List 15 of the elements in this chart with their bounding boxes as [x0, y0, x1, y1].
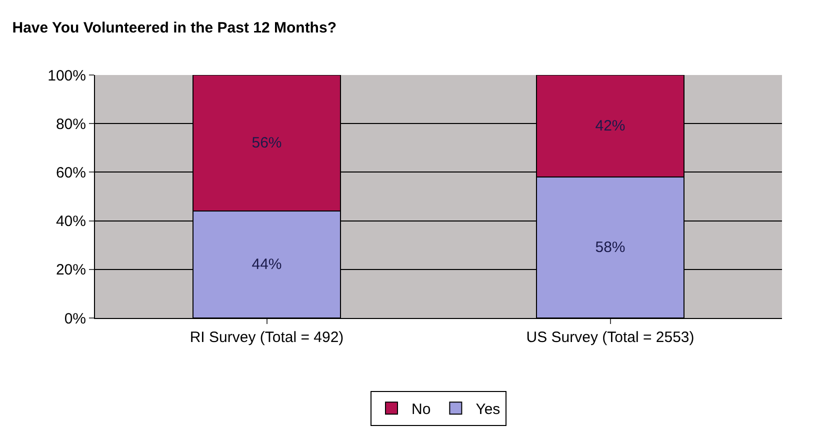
x-tick-label: US Survey (Total = 2553)	[526, 329, 694, 346]
y-tick-label: 100%	[48, 67, 86, 84]
data-label: 44%	[252, 256, 282, 274]
x-tick-label: RI Survey (Total = 492)	[190, 329, 344, 346]
y-tick-label: 20%	[56, 262, 86, 279]
y-tick-label: 60%	[56, 164, 86, 182]
data-label: 58%	[595, 239, 626, 256]
legend-label: Yes	[476, 401, 500, 418]
y-tick-label: 80%	[56, 116, 86, 133]
data-label: 56%	[252, 134, 282, 152]
y-tick-label: 40%	[56, 213, 86, 230]
legend-label: No	[412, 401, 431, 418]
y-tick-label: 0%	[64, 310, 86, 328]
chart-title: Have You Volunteered in the Past 12 Months?	[12, 19, 336, 36]
data-label: 42%	[595, 118, 626, 135]
